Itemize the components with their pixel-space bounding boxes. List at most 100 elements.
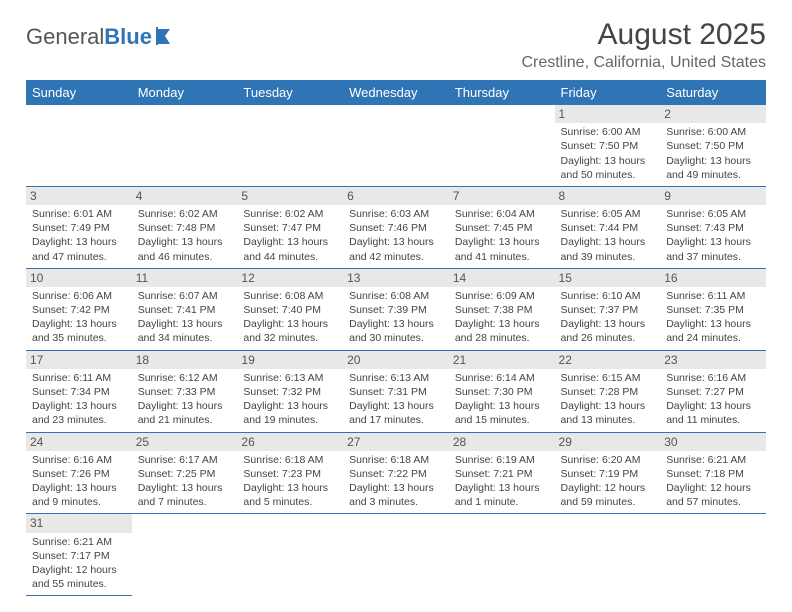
cell-line: Sunset: 7:44 PM (561, 221, 655, 235)
cell-line: and 47 minutes. (32, 250, 126, 264)
cell-line: and 24 minutes. (666, 331, 760, 345)
calendar-cell (343, 105, 449, 186)
cell-line: and 59 minutes. (561, 495, 655, 509)
cell-line: and 1 minute. (455, 495, 549, 509)
cell-line: Sunrise: 6:03 AM (349, 207, 443, 221)
flag-icon (156, 27, 182, 50)
cell-line: and 41 minutes. (455, 250, 549, 264)
logo: GeneralBlue (26, 18, 182, 50)
cell-line: Sunset: 7:50 PM (666, 139, 760, 153)
cell-line: and 30 minutes. (349, 331, 443, 345)
calendar-cell: 5Sunrise: 6:02 AMSunset: 7:47 PMDaylight… (237, 186, 343, 268)
calendar-cell: 25Sunrise: 6:17 AMSunset: 7:25 PMDayligh… (132, 432, 238, 514)
cell-line: Sunrise: 6:02 AM (138, 207, 232, 221)
day-number: 18 (132, 351, 238, 369)
cell-line: Sunrise: 6:16 AM (32, 453, 126, 467)
cell-line: Daylight: 13 hours (561, 317, 655, 331)
cell-line: Sunrise: 6:04 AM (455, 207, 549, 221)
cell-line: Sunset: 7:48 PM (138, 221, 232, 235)
cell-line: and 55 minutes. (32, 577, 126, 591)
cell-line: Sunset: 7:22 PM (349, 467, 443, 481)
calendar-cell: 31Sunrise: 6:21 AMSunset: 7:17 PMDayligh… (26, 514, 132, 596)
cell-line: Sunset: 7:21 PM (455, 467, 549, 481)
cell-line: Daylight: 13 hours (138, 399, 232, 413)
calendar-cell: 2Sunrise: 6:00 AMSunset: 7:50 PMDaylight… (660, 105, 766, 186)
calendar-cell (660, 514, 766, 596)
cell-line: Sunset: 7:19 PM (561, 467, 655, 481)
cell-line: Sunset: 7:40 PM (243, 303, 337, 317)
calendar-row: 1Sunrise: 6:00 AMSunset: 7:50 PMDaylight… (26, 105, 766, 186)
logo-text: GeneralBlue (26, 24, 152, 50)
day-number: 9 (660, 187, 766, 205)
cell-line: Sunset: 7:25 PM (138, 467, 232, 481)
calendar-cell: 11Sunrise: 6:07 AMSunset: 7:41 PMDayligh… (132, 268, 238, 350)
cell-line: and 17 minutes. (349, 413, 443, 427)
calendar-cell (343, 514, 449, 596)
col-tuesday: Tuesday (237, 80, 343, 105)
cell-line: Daylight: 13 hours (138, 317, 232, 331)
logo-word1: General (26, 24, 104, 49)
cell-line: and 37 minutes. (666, 250, 760, 264)
cell-line: Sunset: 7:35 PM (666, 303, 760, 317)
cell-line: and 23 minutes. (32, 413, 126, 427)
calendar-cell: 17Sunrise: 6:11 AMSunset: 7:34 PMDayligh… (26, 350, 132, 432)
cell-line: Daylight: 13 hours (349, 317, 443, 331)
calendar-body: 1Sunrise: 6:00 AMSunset: 7:50 PMDaylight… (26, 105, 766, 596)
cell-line: Daylight: 13 hours (455, 317, 549, 331)
cell-line: Sunset: 7:23 PM (243, 467, 337, 481)
cell-line: and 35 minutes. (32, 331, 126, 345)
calendar-row: 17Sunrise: 6:11 AMSunset: 7:34 PMDayligh… (26, 350, 766, 432)
cell-line: Daylight: 13 hours (666, 235, 760, 249)
day-number: 23 (660, 351, 766, 369)
cell-line: Sunset: 7:47 PM (243, 221, 337, 235)
cell-line: Sunrise: 6:18 AM (349, 453, 443, 467)
cell-line: Daylight: 13 hours (32, 399, 126, 413)
cell-line: Daylight: 13 hours (243, 399, 337, 413)
calendar-row: 31Sunrise: 6:21 AMSunset: 7:17 PMDayligh… (26, 514, 766, 596)
calendar-cell: 10Sunrise: 6:06 AMSunset: 7:42 PMDayligh… (26, 268, 132, 350)
location-text: Crestline, California, United States (521, 54, 766, 72)
cell-line: Sunrise: 6:21 AM (666, 453, 760, 467)
day-number: 26 (237, 433, 343, 451)
cell-line: Sunset: 7:41 PM (138, 303, 232, 317)
day-number: 12 (237, 269, 343, 287)
cell-line: Sunset: 7:50 PM (561, 139, 655, 153)
calendar-cell: 3Sunrise: 6:01 AMSunset: 7:49 PMDaylight… (26, 186, 132, 268)
day-number: 19 (237, 351, 343, 369)
cell-line: Daylight: 13 hours (666, 399, 760, 413)
cell-line: Sunrise: 6:00 AM (561, 125, 655, 139)
cell-line: Sunrise: 6:06 AM (32, 289, 126, 303)
col-wednesday: Wednesday (343, 80, 449, 105)
cell-line: Sunset: 7:26 PM (32, 467, 126, 481)
day-number: 15 (555, 269, 661, 287)
calendar-header: Sunday Monday Tuesday Wednesday Thursday… (26, 80, 766, 105)
col-thursday: Thursday (449, 80, 555, 105)
cell-line: Sunset: 7:33 PM (138, 385, 232, 399)
cell-line: Daylight: 13 hours (243, 317, 337, 331)
calendar-cell: 13Sunrise: 6:08 AMSunset: 7:39 PMDayligh… (343, 268, 449, 350)
day-number: 29 (555, 433, 661, 451)
day-number: 24 (26, 433, 132, 451)
day-number: 3 (26, 187, 132, 205)
cell-line: Daylight: 13 hours (455, 481, 549, 495)
cell-line: Sunset: 7:37 PM (561, 303, 655, 317)
calendar-cell (237, 105, 343, 186)
cell-line: Sunrise: 6:11 AM (32, 371, 126, 385)
calendar-cell: 22Sunrise: 6:15 AMSunset: 7:28 PMDayligh… (555, 350, 661, 432)
cell-line: Sunrise: 6:19 AM (455, 453, 549, 467)
cell-line: and 57 minutes. (666, 495, 760, 509)
cell-line: Sunset: 7:43 PM (666, 221, 760, 235)
cell-line: Daylight: 13 hours (561, 154, 655, 168)
day-number: 17 (26, 351, 132, 369)
cell-line: Sunrise: 6:05 AM (666, 207, 760, 221)
cell-line: and 5 minutes. (243, 495, 337, 509)
calendar-cell: 7Sunrise: 6:04 AMSunset: 7:45 PMDaylight… (449, 186, 555, 268)
cell-line: and 19 minutes. (243, 413, 337, 427)
cell-line: Sunrise: 6:07 AM (138, 289, 232, 303)
cell-line: Daylight: 12 hours (561, 481, 655, 495)
cell-line: Sunset: 7:42 PM (32, 303, 126, 317)
cell-line: Daylight: 13 hours (666, 154, 760, 168)
calendar-cell (555, 514, 661, 596)
calendar-cell: 12Sunrise: 6:08 AMSunset: 7:40 PMDayligh… (237, 268, 343, 350)
col-friday: Friday (555, 80, 661, 105)
